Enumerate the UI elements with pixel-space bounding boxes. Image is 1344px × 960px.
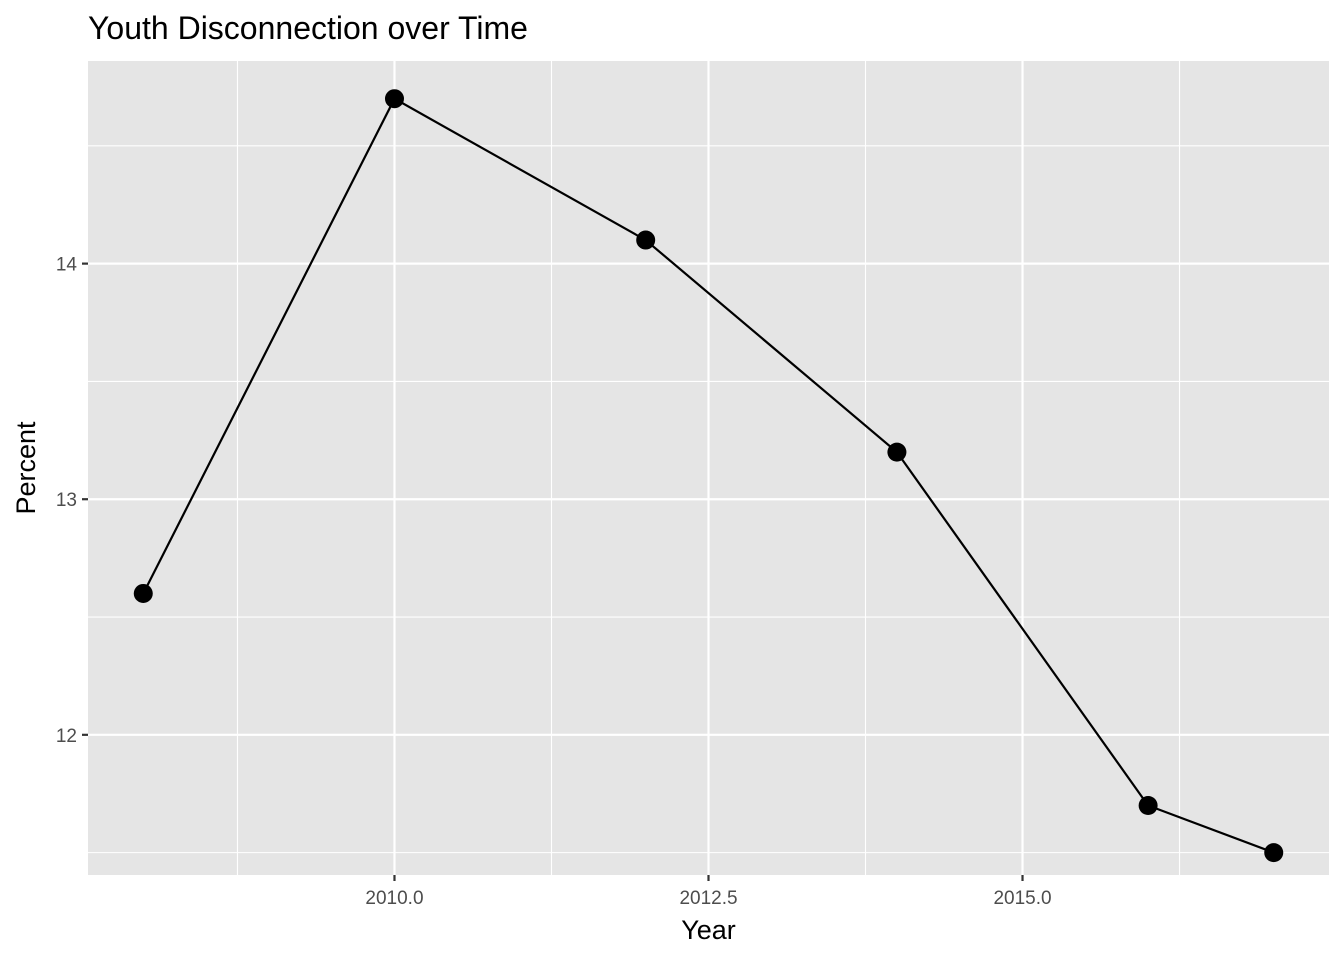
x-tick-label: 2012.5 [679,888,737,909]
data-point [133,583,153,603]
x-axis: 2010.0 2012.5 2015.0 [365,875,1052,909]
data-point [636,230,656,250]
data-point [887,442,907,462]
data-point [1138,795,1158,815]
major-gridlines [88,61,1329,875]
chart-title: Youth Disconnection over Time [88,10,528,46]
y-axis: 12 13 14 [56,255,88,747]
y-tick-label: 14 [56,255,78,276]
y-tick-label: 13 [56,490,77,511]
data-point [1264,843,1284,863]
series-youth-disconnection [133,89,1284,863]
y-axis-title: Percent [11,421,41,515]
x-tick-label: 2010.0 [365,888,423,909]
x-axis-title: Year [681,915,736,945]
y-tick-label: 12 [56,726,77,747]
data-point [384,89,404,109]
x-tick-label: 2015.0 [993,888,1051,909]
series-line [142,97,1275,854]
